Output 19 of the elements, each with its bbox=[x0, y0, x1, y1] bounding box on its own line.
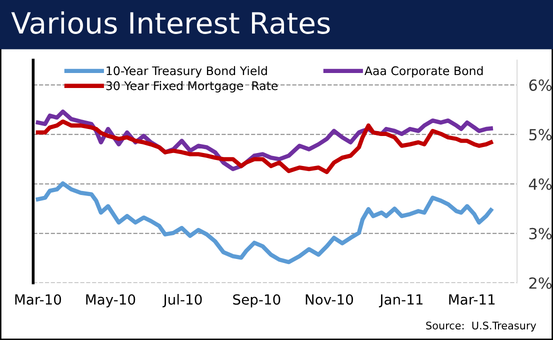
line-series bbox=[36, 119, 493, 174]
y-tick-label: 5% bbox=[529, 128, 552, 140]
legend-label: 30 Year Fixed Mortgage Rate bbox=[106, 81, 278, 92]
chart-title: Various Interest Rates bbox=[11, 11, 330, 34]
x-tick-label: Jan-11 bbox=[378, 294, 422, 308]
y-tick-label: 6% bbox=[529, 79, 552, 91]
x-tick-label: Mar-11 bbox=[449, 294, 495, 305]
y-tick-label: 2% bbox=[529, 277, 552, 289]
x-tick-label: Mar-10 bbox=[15, 294, 62, 305]
legend-label: 10-Year Treasury Bond Yield bbox=[106, 66, 267, 78]
x-tick-label: Sep-10 bbox=[233, 294, 280, 308]
legend-label: Aaa Corporate Bond bbox=[364, 66, 483, 78]
x-tick-label: Nov-10 bbox=[306, 294, 353, 305]
line-series bbox=[36, 181, 493, 264]
y-tick-label: 3% bbox=[529, 228, 552, 240]
x-tick-label: May-10 bbox=[86, 294, 136, 308]
source-note: Source: U.S.Treasury bbox=[426, 322, 536, 332]
x-tick-label: Jul-10 bbox=[162, 294, 202, 308]
y-tick-label: 4% bbox=[528, 178, 552, 190]
